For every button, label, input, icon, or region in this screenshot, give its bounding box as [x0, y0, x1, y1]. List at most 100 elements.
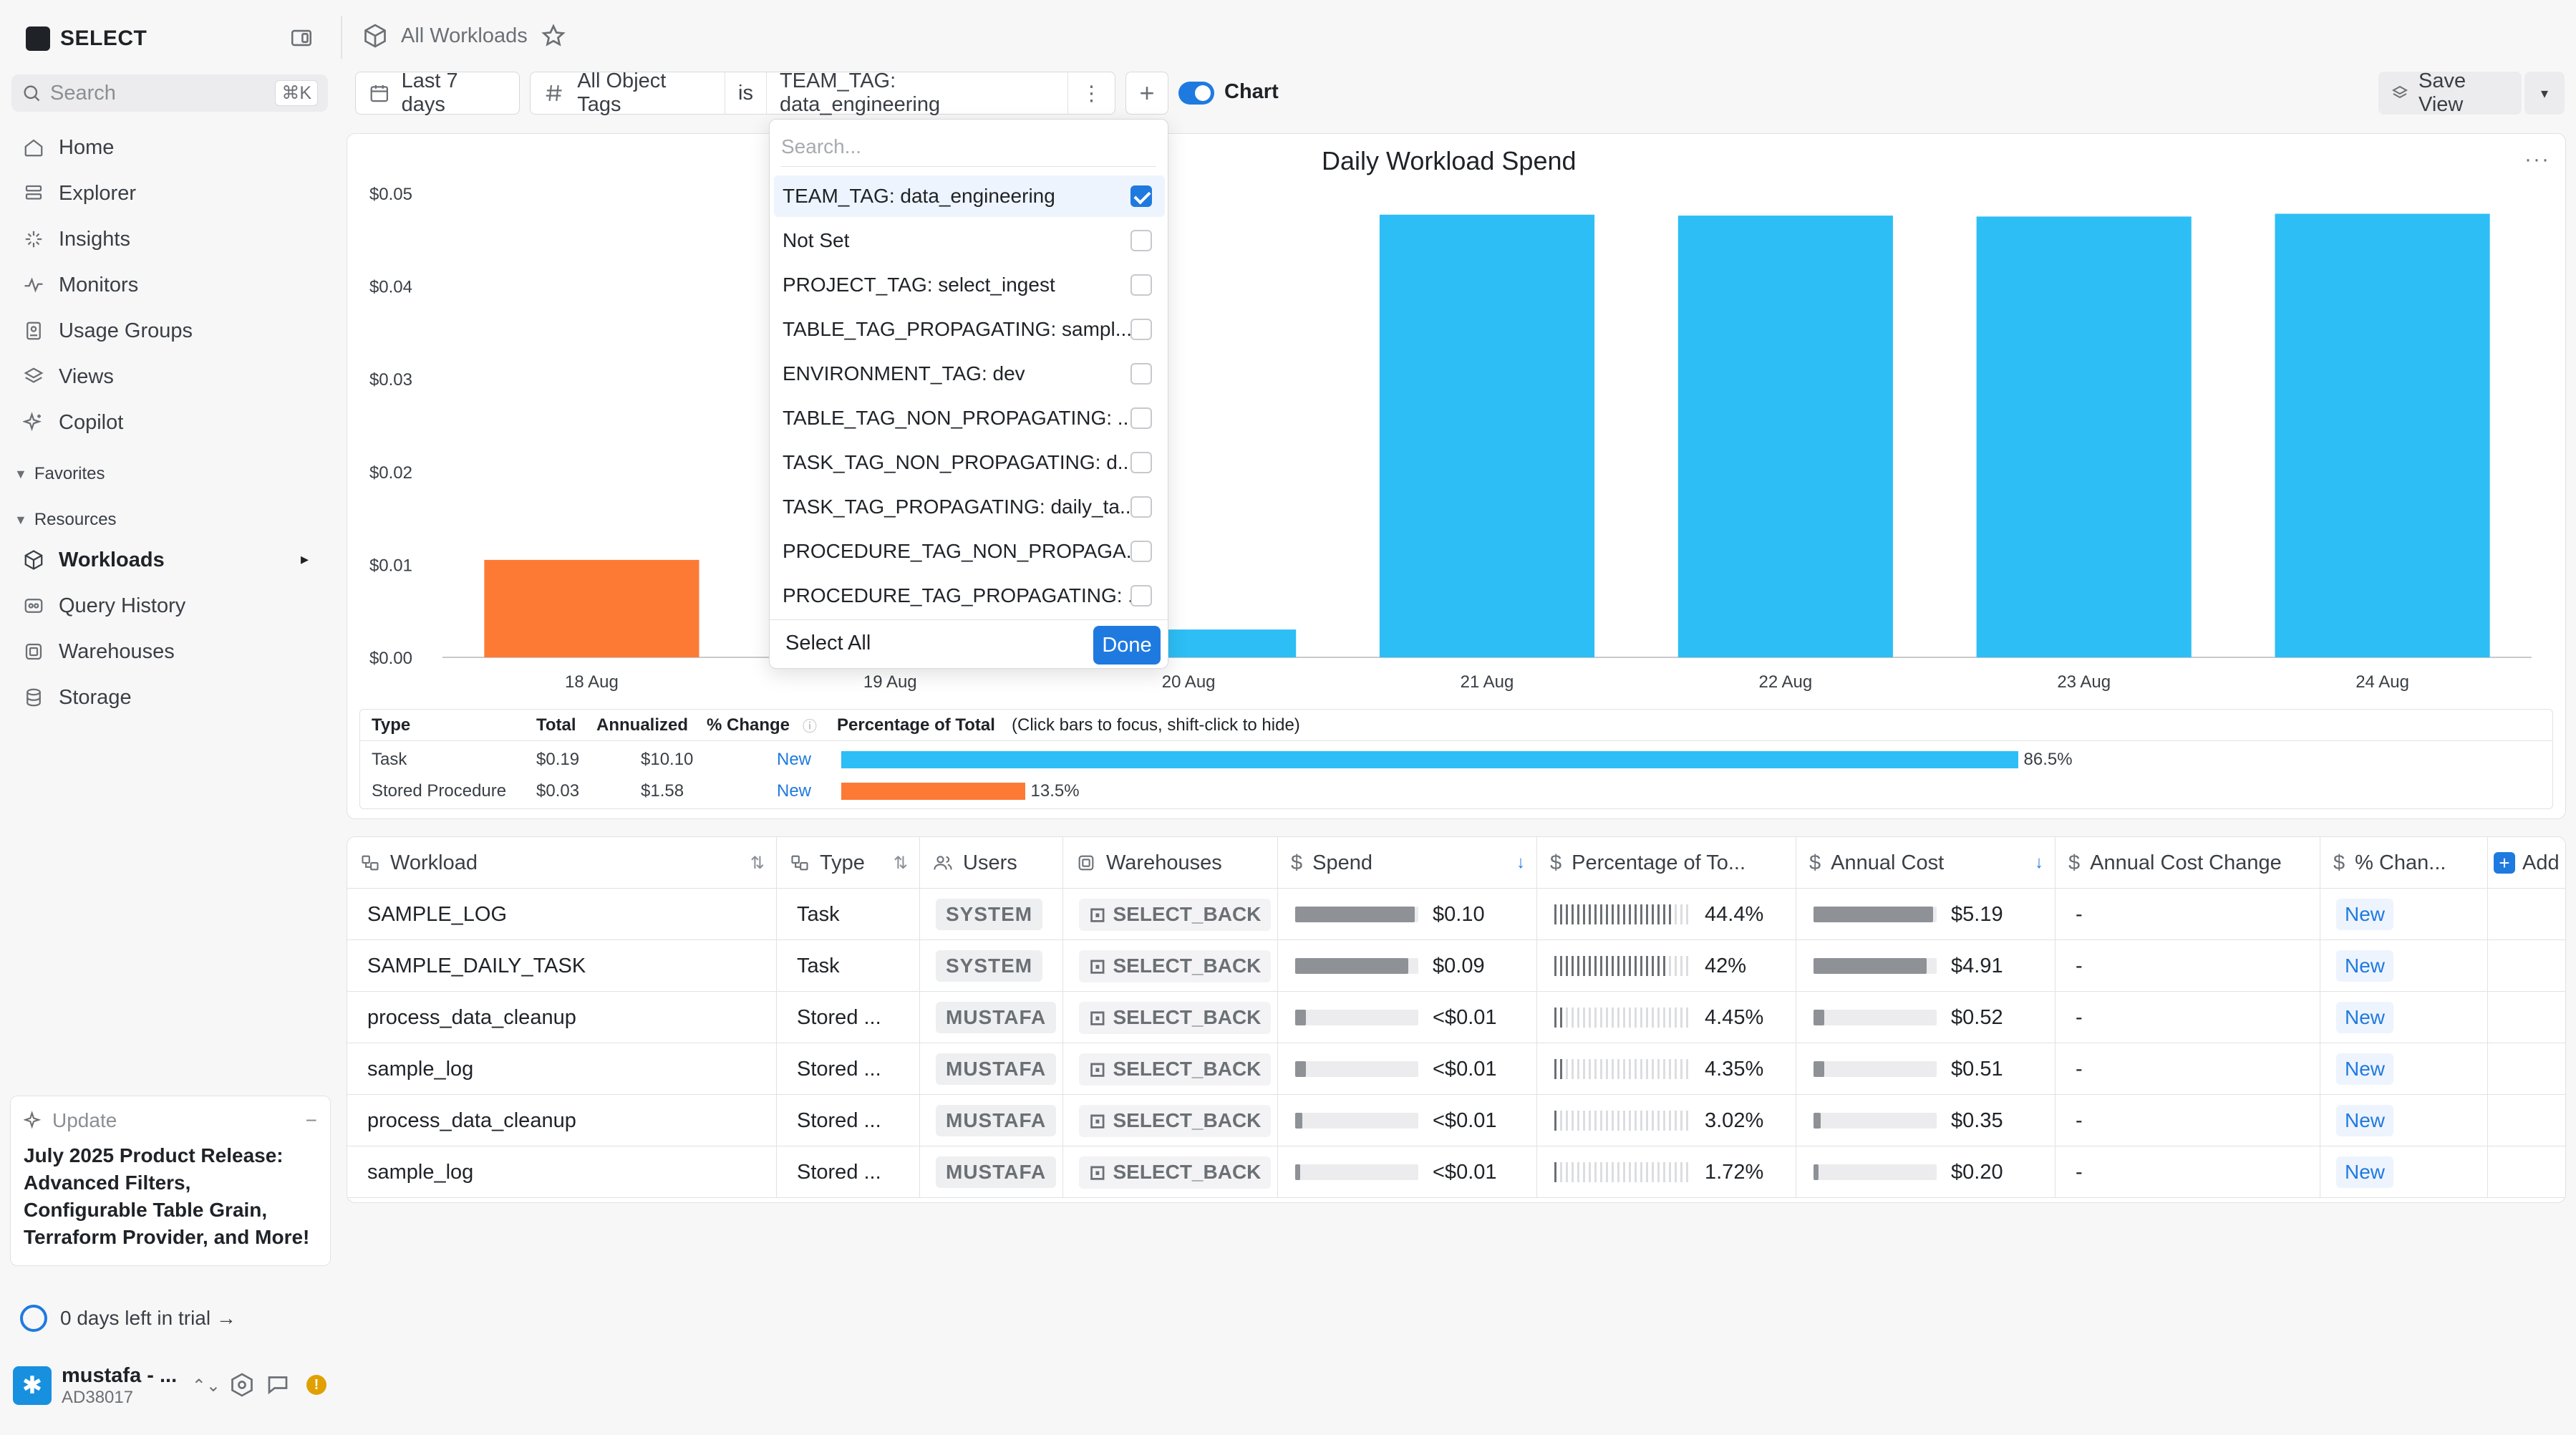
user-badge[interactable]: SYSTEM	[936, 899, 1043, 930]
sidebar-item-warehouses[interactable]: Warehouses	[23, 632, 175, 672]
column-spend[interactable]: $ Spend ↓	[1278, 837, 1537, 889]
table-row[interactable]: process_data_cleanup Stored ... MUSTAFA ⊡ SE…	[347, 1095, 2565, 1146]
column-workload[interactable]: Workload ⇅	[347, 837, 777, 889]
update-card[interactable]: Update − July 2025 Product Release: Adva…	[10, 1096, 331, 1266]
tag-filter[interactable]: All Object Tags is TEAM_TAG: data_engine…	[530, 69, 1115, 116]
sidebar-item-storage[interactable]: Storage	[23, 677, 132, 718]
sort-desc-icon[interactable]: ↓	[2035, 853, 2043, 872]
alert-icon[interactable]: !	[306, 1375, 326, 1395]
favorites-section[interactable]: ▼ Favorites	[14, 464, 105, 484]
add-column-button[interactable]: + Add	[2494, 837, 2560, 889]
more-vertical-icon[interactable]: ⋮	[1081, 82, 1102, 105]
user-badge[interactable]: SYSTEM	[936, 950, 1043, 982]
bar-task[interactable]	[2275, 213, 2490, 658]
checkbox[interactable]	[1130, 185, 1152, 207]
sidebar-item-workloads[interactable]: Workloads	[23, 540, 165, 580]
save-view-menu-button[interactable]: ▾	[2524, 72, 2565, 115]
bar-task[interactable]	[1976, 216, 2192, 657]
column-warehouses[interactable]: Warehouses	[1063, 837, 1278, 889]
tag-value[interactable]: TEAM_TAG: data_engineering	[779, 69, 941, 116]
select-all-button[interactable]: Select All	[785, 632, 871, 654]
summary-pct-bar[interactable]	[841, 751, 2018, 768]
chat-icon[interactable]	[265, 1372, 291, 1398]
checkbox[interactable]	[1130, 452, 1152, 473]
sidebar-item-insights[interactable]: Insights	[23, 219, 130, 259]
table-row[interactable]: SAMPLE_LOG Task SYSTEM ⊡ SELECT_BACK $0.10 44.…	[347, 889, 2565, 940]
user-badge[interactable]: MUSTAFA	[936, 1002, 1057, 1033]
dropdown-option[interactable]: ENVIRONMENT_TAG: dev	[774, 353, 1165, 395]
sidebar-item-usage-groups[interactable]: Usage Groups	[23, 311, 193, 351]
chevron-right-icon[interactable]: ▸	[301, 550, 309, 568]
sort-icon[interactable]: ⇅	[893, 853, 908, 873]
resources-section[interactable]: ▼ Resources	[14, 510, 117, 530]
dropdown-option[interactable]: PROCEDURE_TAG_PROPAGATING: ...	[774, 575, 1165, 617]
dropdown-option[interactable]: Not Set	[774, 220, 1165, 261]
chart-toggle[interactable]	[1178, 82, 1214, 105]
warehouse-badge[interactable]: ⊡ SELECT_BACK	[1079, 1156, 1272, 1189]
summary-row-task[interactable]: Task $0.19 $10.10 New 86.5%	[360, 744, 2552, 776]
settings-icon[interactable]	[229, 1372, 255, 1398]
bar-stored-procedure[interactable]	[484, 559, 699, 657]
dropdown-option[interactable]: PROCEDURE_TAG_NON_PROPAGA...	[774, 531, 1165, 572]
save-view-button[interactable]: Save View	[2378, 69, 2522, 116]
user-badge[interactable]: MUSTAFA	[936, 1156, 1057, 1188]
checkbox[interactable]	[1130, 585, 1152, 607]
summary-pct-bar[interactable]	[841, 783, 1025, 800]
account-switcher[interactable]: ✱ mustafa - ... AD38017 ⌃⌄	[13, 1359, 221, 1412]
user-badge[interactable]: MUSTAFA	[936, 1105, 1057, 1136]
table-row[interactable]: sample_log Stored ... MUSTAFA ⊡ SELECT_BACK <…	[347, 1146, 2565, 1198]
sort-icon[interactable]: ⇅	[750, 853, 765, 873]
checkbox[interactable]	[1130, 496, 1152, 518]
sidebar-search[interactable]: Search ⌘K	[11, 74, 328, 112]
summary-row-stored-procedure[interactable]: Stored Procedure $0.03 $1.58 New 13.5%	[360, 776, 2552, 807]
trial-link[interactable]: 0 days left in trial →	[20, 1305, 236, 1332]
warehouse-badge[interactable]: ⊡ SELECT_BACK	[1079, 950, 1272, 982]
column-pct-change[interactable]: $ % Chan...	[2320, 837, 2488, 889]
dropdown-option[interactable]: PROJECT_TAG: select_ingest	[774, 264, 1165, 306]
checkbox[interactable]	[1130, 407, 1152, 429]
sort-desc-icon[interactable]: ↓	[1516, 853, 1525, 872]
more-horizontal-icon[interactable]: ···	[2524, 148, 2550, 171]
column-percentage-of-total[interactable]: $ Percentage of To...	[1537, 837, 1796, 889]
checkbox[interactable]	[1130, 363, 1152, 385]
dropdown-option[interactable]: TABLE_TAG_NON_PROPAGATING: ...	[774, 397, 1165, 439]
sidebar-item-copilot[interactable]: Copilot	[23, 402, 123, 443]
minimize-icon[interactable]: −	[305, 1109, 317, 1131]
daily-spend-chart[interactable]: $0.00 $0.01 $0.02 $0.03 $0.04 $0.05 18 Aug 19 A…	[347, 133, 2566, 706]
warehouse-badge[interactable]: ⊡ SELECT_BACK	[1079, 1104, 1272, 1137]
dropdown-option[interactable]: TASK_TAG_PROPAGATING: daily_ta...	[774, 486, 1165, 528]
table-row[interactable]: sample_log Stored ... MUSTAFA ⊡ SELECT_BACK <…	[347, 1043, 2565, 1095]
done-button[interactable]: Done	[1093, 626, 1161, 665]
sidebar-collapse-icon[interactable]	[289, 26, 314, 50]
tag-operator[interactable]: is	[738, 81, 753, 105]
column-type[interactable]: Type ⇅	[777, 837, 920, 889]
dropdown-search-input[interactable]: Search...	[781, 127, 1156, 167]
sidebar-item-explorer[interactable]: Explorer	[23, 173, 136, 213]
dropdown-option[interactable]: TABLE_TAG_PROPAGATING: sampl...	[774, 309, 1165, 350]
star-icon[interactable]	[541, 23, 566, 49]
checkbox[interactable]	[1130, 230, 1152, 251]
sidebar-item-views[interactable]: Views	[23, 357, 114, 397]
sidebar-item-home[interactable]: Home	[23, 127, 114, 168]
date-range-filter[interactable]: Last 7 days	[355, 69, 520, 116]
warehouse-badge[interactable]: ⊡ SELECT_BACK	[1079, 898, 1272, 931]
checkbox[interactable]	[1130, 274, 1152, 296]
sidebar-item-query-history[interactable]: Query History	[23, 586, 185, 626]
bar-task[interactable]	[1379, 214, 1595, 657]
column-annual-cost[interactable]: $ Annual Cost ↓	[1796, 837, 2056, 889]
sidebar-item-monitors[interactable]: Monitors	[23, 265, 138, 305]
tag-field[interactable]: All Object Tags	[577, 69, 667, 116]
dropdown-option[interactable]: TEAM_TAG: data_engineering	[774, 175, 1165, 217]
column-annual-cost-change[interactable]: $ Annual Cost Change	[2056, 837, 2320, 889]
column-users[interactable]: Users	[920, 837, 1063, 889]
add-filter-button[interactable]: +	[1125, 72, 1168, 115]
brand[interactable]: SELECT	[26, 23, 147, 54]
table-row[interactable]: SAMPLE_DAILY_TASK Task SYSTEM ⊡ SELECT_BACK $…	[347, 940, 2565, 992]
table-row[interactable]: process_data_cleanup Stored ... MUSTAFA ⊡ SE…	[347, 992, 2565, 1043]
warehouse-badge[interactable]: ⊡ SELECT_BACK	[1079, 1001, 1272, 1034]
warehouse-badge[interactable]: ⊡ SELECT_BACK	[1079, 1053, 1272, 1086]
checkbox[interactable]	[1130, 319, 1152, 340]
dropdown-option[interactable]: TASK_TAG_NON_PROPAGATING: d...	[774, 442, 1165, 483]
checkbox[interactable]	[1130, 541, 1152, 562]
bar-task[interactable]	[1677, 216, 1893, 657]
